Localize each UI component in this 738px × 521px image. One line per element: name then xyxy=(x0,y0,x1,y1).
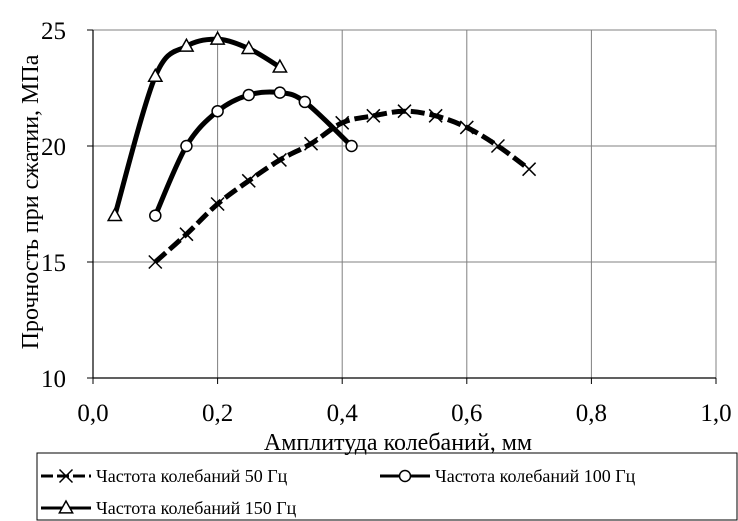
x-tick-label: 1,0 xyxy=(700,400,731,427)
legend-item: Частота колебаний 100 Гц xyxy=(380,466,636,486)
data-point xyxy=(522,162,537,177)
data-point xyxy=(335,115,350,130)
chart-legend: Частота колебаний 50 Гц Частота колебаний… xyxy=(36,452,738,521)
legend-item: Частота колебаний 150 Гц xyxy=(41,498,297,518)
data-point xyxy=(490,138,505,154)
legend-label: Частота колебаний 100 Гц xyxy=(435,466,636,486)
legend-item: Частота колебаний 50 Гц xyxy=(41,466,288,486)
series-3 xyxy=(106,30,288,222)
legend-label: Частота колебаний 150 Гц xyxy=(96,498,297,518)
data-point xyxy=(298,95,312,109)
data-point xyxy=(178,37,195,52)
series-1 xyxy=(148,104,537,270)
data-point xyxy=(242,88,255,102)
data-point xyxy=(147,67,164,83)
y-tick-label: 15 xyxy=(41,250,66,277)
y-axis-title: Прочность при сжатии, МПа xyxy=(18,54,44,349)
data-point xyxy=(459,120,474,135)
chart-axes xyxy=(87,29,717,384)
data-point xyxy=(148,254,163,270)
chart-grid xyxy=(93,29,717,378)
data-point xyxy=(211,104,224,118)
y-tick-label: 25 xyxy=(41,18,66,45)
data-point xyxy=(241,173,256,188)
chart-series xyxy=(106,30,537,270)
x-axis-title: Амплитуда колебаний, мм xyxy=(264,430,532,456)
data-point xyxy=(271,58,288,73)
legend-marker xyxy=(58,499,74,514)
data-point xyxy=(149,209,162,222)
x-tick-label: 0,8 xyxy=(576,400,607,427)
data-point xyxy=(240,40,257,55)
legend-marker xyxy=(398,469,412,483)
data-point xyxy=(428,108,443,123)
legend-marker xyxy=(58,468,74,484)
data-point xyxy=(179,227,194,242)
series-2 xyxy=(149,86,358,222)
y-tick-label: 20 xyxy=(41,134,66,161)
series-line xyxy=(153,89,354,217)
data-point xyxy=(397,104,412,119)
data-point xyxy=(273,86,287,99)
data-point xyxy=(304,136,319,151)
x-tick-label: 0,0 xyxy=(77,400,108,427)
data-point xyxy=(106,207,123,222)
data-point xyxy=(366,108,381,123)
data-point xyxy=(209,30,226,45)
legend-frame xyxy=(36,452,738,521)
y-tick-label: 10 xyxy=(41,366,66,393)
data-point xyxy=(272,152,287,167)
x-tick-label: 0,2 xyxy=(202,400,233,427)
data-point xyxy=(345,139,358,153)
chart-tick-labels: 0,0 0,2 0,4 0,6 0,8 1,0 10 15 20 25 xyxy=(41,18,732,427)
legend-label: Частота колебаний 50 Гц xyxy=(96,466,288,486)
data-point xyxy=(180,139,193,153)
x-tick-label: 0,4 xyxy=(327,400,359,427)
x-tick-label: 0,6 xyxy=(451,400,482,427)
data-point xyxy=(210,196,225,212)
